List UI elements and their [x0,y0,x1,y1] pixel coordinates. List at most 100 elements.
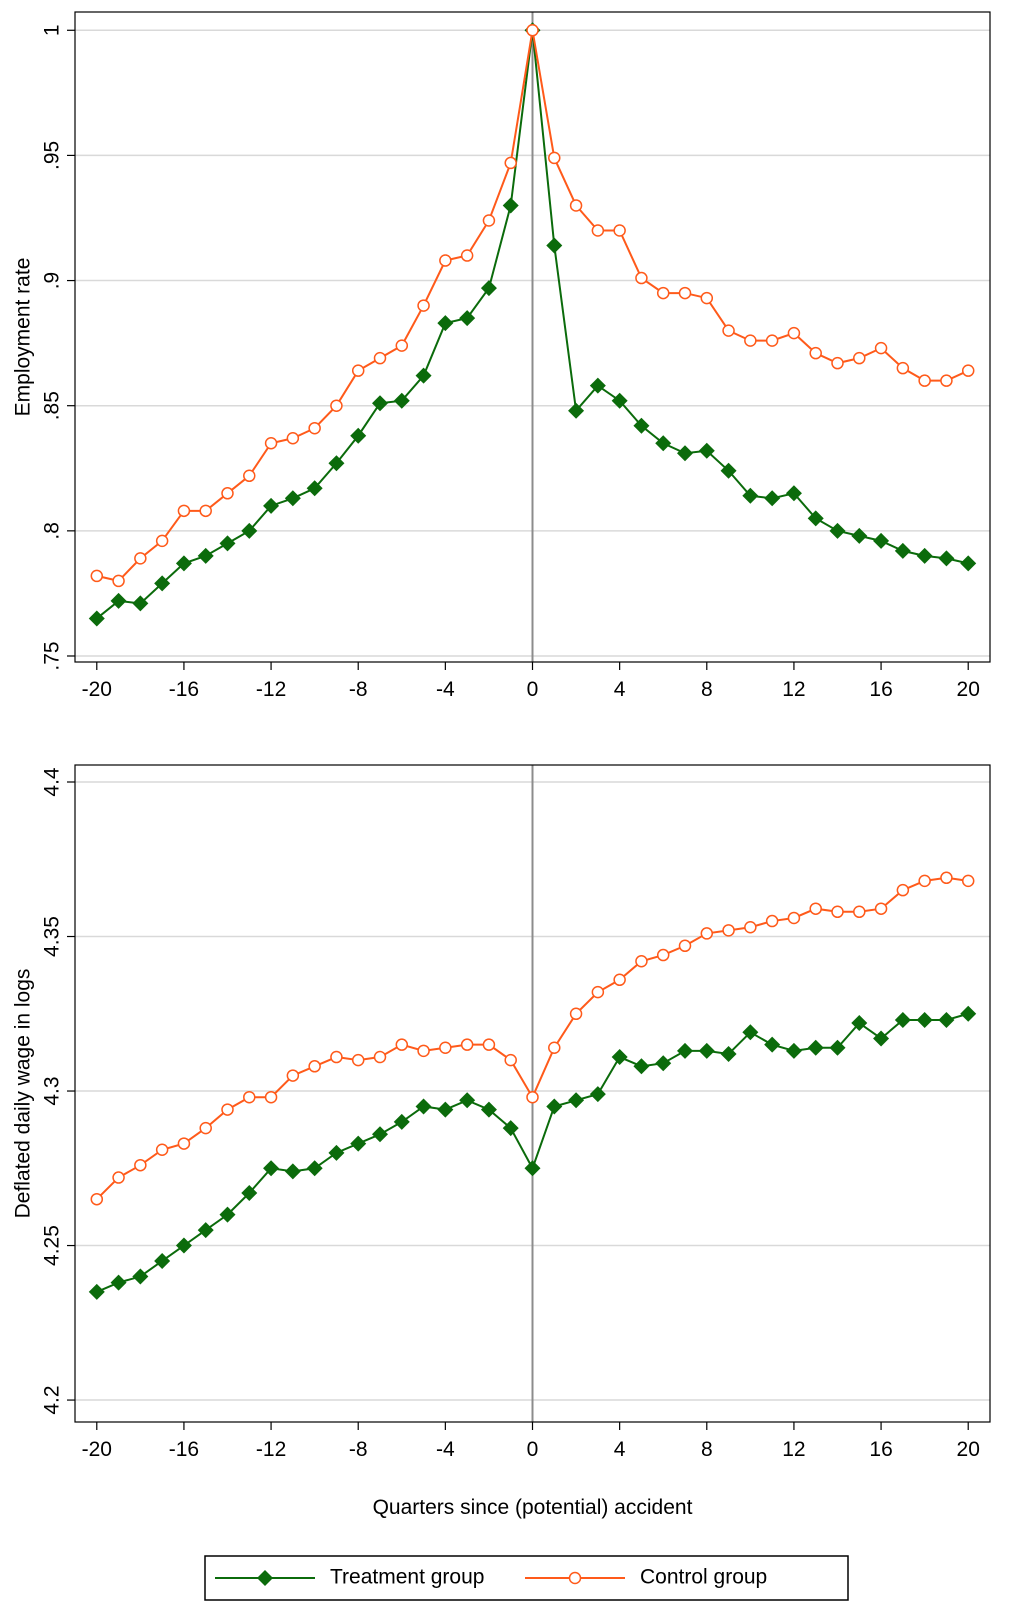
legend-label: Control group [640,1566,767,1589]
data-point [175,1237,192,1254]
data-point [241,1185,258,1202]
data-point [851,527,868,544]
y-tick-label: 4.3 [41,1076,64,1105]
data-point [197,547,214,564]
data-point [678,939,692,953]
data-point [264,1090,278,1104]
x-tick-label: -8 [349,678,368,701]
data-point [351,1053,365,1067]
y-axis-title: Deflated daily wage in logs [12,969,35,1219]
data-point [961,874,975,888]
data-point [656,286,670,300]
data-point [372,395,388,412]
data-point [744,920,757,934]
data-point [720,462,737,479]
data-point [851,1015,868,1032]
y-tick-label: 1 [41,24,64,36]
data-point [742,487,759,504]
data-point [286,431,300,445]
data-point [873,1030,890,1047]
x-tick-label: 20 [957,678,980,701]
data-point [656,948,670,962]
data-point [132,1268,149,1285]
data-point [700,291,714,305]
data-point [961,364,975,377]
data-point [264,436,278,450]
data-point [417,299,430,312]
data-point [807,510,824,527]
data-point [720,1045,737,1062]
data-point [395,339,409,352]
data-point [110,1274,127,1291]
data-point [916,547,933,564]
data-point [263,1160,280,1177]
data-point [328,455,345,472]
x-tick-label: 4 [614,678,626,701]
data-point [874,341,888,355]
y-tick-label: 4.25 [41,1225,64,1266]
data-point [894,1011,911,1028]
data-point [938,550,955,567]
data-point [546,237,563,254]
y-tick-label: 4.35 [41,916,64,957]
x-tick-label: 16 [869,1438,892,1461]
data-point [112,1171,125,1184]
data-point [88,1283,105,1300]
data-point [243,469,256,483]
data-point [785,485,802,502]
data-point [787,911,801,925]
legend-marker [568,1571,582,1585]
data-point [350,427,367,444]
data-point [635,954,648,968]
x-tick-label: 0 [527,1438,539,1461]
data-point [589,1086,606,1103]
data-point [199,1121,212,1135]
x-tick-label: -12 [256,1438,286,1461]
data-point [373,1050,387,1064]
data-point [896,361,910,375]
data-point [460,1038,474,1051]
data-point [569,1007,583,1021]
data-point [591,224,605,237]
data-point [243,1090,256,1104]
x-tick-label: 0 [527,678,539,701]
data-point [918,374,931,387]
data-point [809,902,822,915]
data-point [154,1252,171,1269]
data-point [502,1120,519,1137]
plot-frame [74,11,991,663]
data-point [613,224,626,237]
data-point [526,1090,539,1104]
data-point [132,595,149,612]
data-point [700,927,714,940]
data-point [328,1144,345,1161]
data-point [524,1160,541,1177]
data-point [154,575,171,592]
x-tick-label: -4 [436,678,455,701]
data-point [764,490,781,507]
data-point [678,286,692,300]
data-point [940,374,953,387]
data-point [175,555,192,572]
x-tick-label: -12 [256,678,286,701]
legend-label: Treatment group [330,1566,484,1589]
data-point [372,1126,388,1143]
data-point [437,315,454,332]
data-point [613,973,626,987]
data-point [90,1192,104,1206]
y-tick-label: .9 [41,272,64,290]
data-point [286,1069,300,1082]
data-point [417,1044,430,1058]
data-point [219,535,236,552]
data-point [591,985,605,999]
x-tick-label: -4 [436,1438,455,1461]
x-tick-label: -16 [169,1438,199,1461]
data-point [219,1206,236,1223]
data-point [698,442,715,459]
data-point [110,592,127,609]
data-point [306,480,323,497]
data-point [460,249,474,262]
data-point [482,1038,496,1051]
x-axis-title: Quarters since (potential) accident [373,1496,693,1519]
